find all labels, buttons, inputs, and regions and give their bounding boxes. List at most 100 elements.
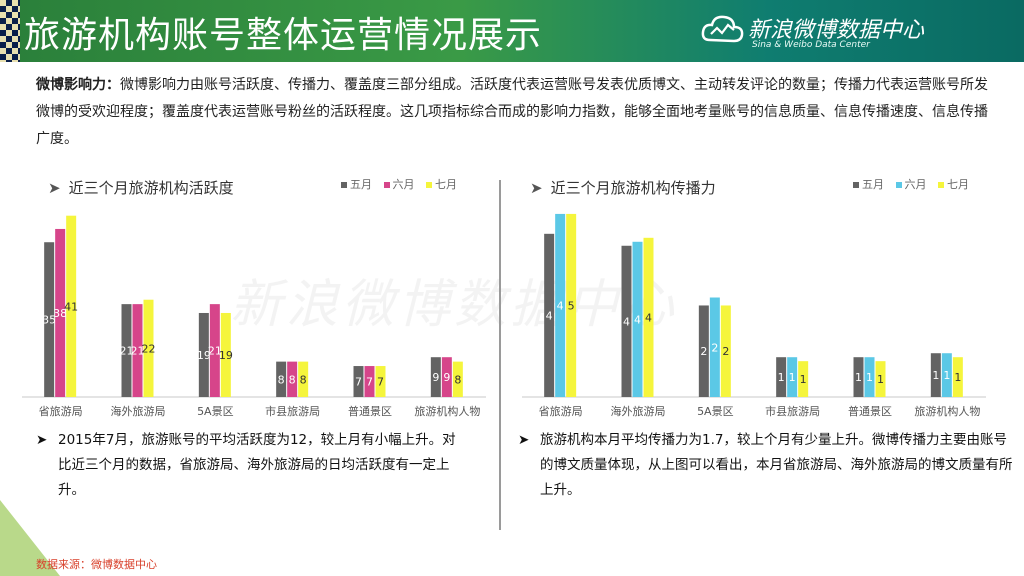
bullet-text: 2015年7月，旅游账号的平均活跃度为12，较上月有小幅上升。对比近三个月的数据… <box>58 432 456 498</box>
x-tick-label: 海外旅游局 <box>111 404 166 418</box>
bar <box>555 213 566 397</box>
bar <box>364 366 375 397</box>
bar <box>55 228 66 397</box>
data-label: 1 <box>855 371 862 384</box>
legend-swatch <box>426 181 432 188</box>
data-label: 19 <box>197 349 211 362</box>
bar <box>287 361 298 397</box>
cloud-chart-icon <box>701 15 744 43</box>
data-label: 38 <box>53 307 67 320</box>
x-tick-label: 普通景区 <box>848 404 892 418</box>
banner-pattern <box>0 0 20 62</box>
bar <box>353 366 364 397</box>
data-source-note: 数据来源：微博数据中心 <box>36 558 157 571</box>
bar <box>298 361 309 397</box>
header-banner <box>0 0 1024 62</box>
data-label: 4 <box>645 311 652 324</box>
data-label: 5 <box>568 299 575 312</box>
bar <box>798 361 809 397</box>
bar <box>698 305 709 397</box>
chart-title-spread: ➤ 近三个月旅游机构传播力 <box>530 177 716 198</box>
intro-label: 微博影响力： <box>36 77 120 93</box>
watermark: 新浪微博数据中心 <box>230 275 679 335</box>
data-label: 21 <box>120 345 134 358</box>
bar <box>198 312 209 397</box>
data-label: 21 <box>131 345 145 358</box>
data-label: 1 <box>866 371 873 384</box>
intro-paragraph: 微博影响力：微博影响力由账号活跃度、传播力、覆盖度三部分组成。活跃度代表运营账号… <box>36 72 996 153</box>
vertical-divider <box>499 180 501 530</box>
bar <box>441 357 452 397</box>
page-title: 旅游机构账号整体运营情况展示 <box>24 15 543 56</box>
legend-activity: 五月 六月 七月 <box>333 176 457 192</box>
logo-name: 新浪微博数据中心 <box>748 18 925 43</box>
bullet-text: 旅游机构本月平均传播力为1.7，较上个月有少量上升。微博传播力主要由账号的博文质… <box>540 432 1013 498</box>
legend-spread: 五月 六月 七月 <box>845 176 969 192</box>
data-label: 41 <box>64 300 78 313</box>
legend-swatch <box>383 181 390 188</box>
data-label: 1 <box>800 373 807 386</box>
bar <box>430 357 441 397</box>
bar <box>952 357 963 397</box>
chart-title-arrow-icon: ➤ <box>48 179 61 197</box>
bar <box>121 304 132 397</box>
x-tick-label: 普通景区 <box>348 404 392 418</box>
bullet-arrow-icon: ➤ <box>36 432 48 448</box>
data-label: 2 <box>700 345 707 358</box>
x-tick-label: 市县旅游局 <box>765 404 820 418</box>
bar <box>132 304 143 397</box>
bullet-activity: ➤ 2015年7月，旅游账号的平均活跃度为12，较上月有小幅上升。对比近三个月的… <box>36 428 456 503</box>
bar <box>44 242 55 397</box>
x-tick-label: 5A景区 <box>697 405 734 418</box>
x-tick-label: 省旅游局 <box>39 404 83 418</box>
data-label: 8 <box>300 373 307 386</box>
legend-swatch <box>938 181 944 188</box>
data-label: 1 <box>778 371 785 384</box>
data-label: 1 <box>789 371 796 384</box>
data-label: 7 <box>355 376 362 389</box>
x-tick-label: 旅游机构人物 <box>914 404 980 418</box>
bar <box>941 353 952 397</box>
bar <box>787 357 798 397</box>
bar <box>566 213 577 397</box>
x-tick-label: 市县旅游局 <box>265 404 320 418</box>
bar <box>632 241 643 397</box>
bar <box>544 233 555 397</box>
intro-text: 微博影响力由账号活跃度、传播力、覆盖度三部分组成。活跃度代表运营账号发表优质博文… <box>36 77 988 147</box>
data-label: 8 <box>289 373 296 386</box>
data-label: 4 <box>557 299 564 312</box>
legend-label: 六月 <box>904 178 927 191</box>
legend-swatch <box>895 181 902 188</box>
bar <box>220 312 231 397</box>
data-label: 4 <box>546 309 553 322</box>
chart-title-activity: ➤ 近三个月旅游机构活跃度 <box>48 177 234 198</box>
data-label: 35 <box>42 314 56 327</box>
chart-title-text: 近三个月旅游机构活跃度 <box>68 179 234 197</box>
bar <box>143 299 154 397</box>
bar <box>209 304 220 397</box>
bar <box>776 357 787 397</box>
x-tick-label: 5A景区 <box>197 405 234 418</box>
sina-weibo-logo: 新浪微博数据中心 Sina & Weibo Data Center <box>700 10 1010 54</box>
bar <box>621 245 632 397</box>
legend-swatch <box>341 181 347 188</box>
bar <box>875 361 886 397</box>
legend-label: 七月 <box>435 178 457 191</box>
legend-label: 五月 <box>350 178 372 191</box>
data-label: 19 <box>219 349 233 362</box>
data-label: 7 <box>377 376 384 389</box>
data-label: 21 <box>208 345 222 358</box>
data-label: 8 <box>454 373 461 386</box>
x-tick-label: 省旅游局 <box>539 404 583 418</box>
data-label: 1 <box>932 369 939 382</box>
legend-swatch <box>853 181 859 188</box>
bar <box>709 297 720 397</box>
data-label: 1 <box>943 369 950 382</box>
bar <box>452 361 463 397</box>
bar <box>643 237 654 397</box>
data-label: 9 <box>432 371 439 384</box>
data-label: 4 <box>623 315 630 328</box>
legend-label: 六月 <box>392 178 415 191</box>
logo-subtitle: Sina & Weibo Data Center <box>752 40 870 50</box>
